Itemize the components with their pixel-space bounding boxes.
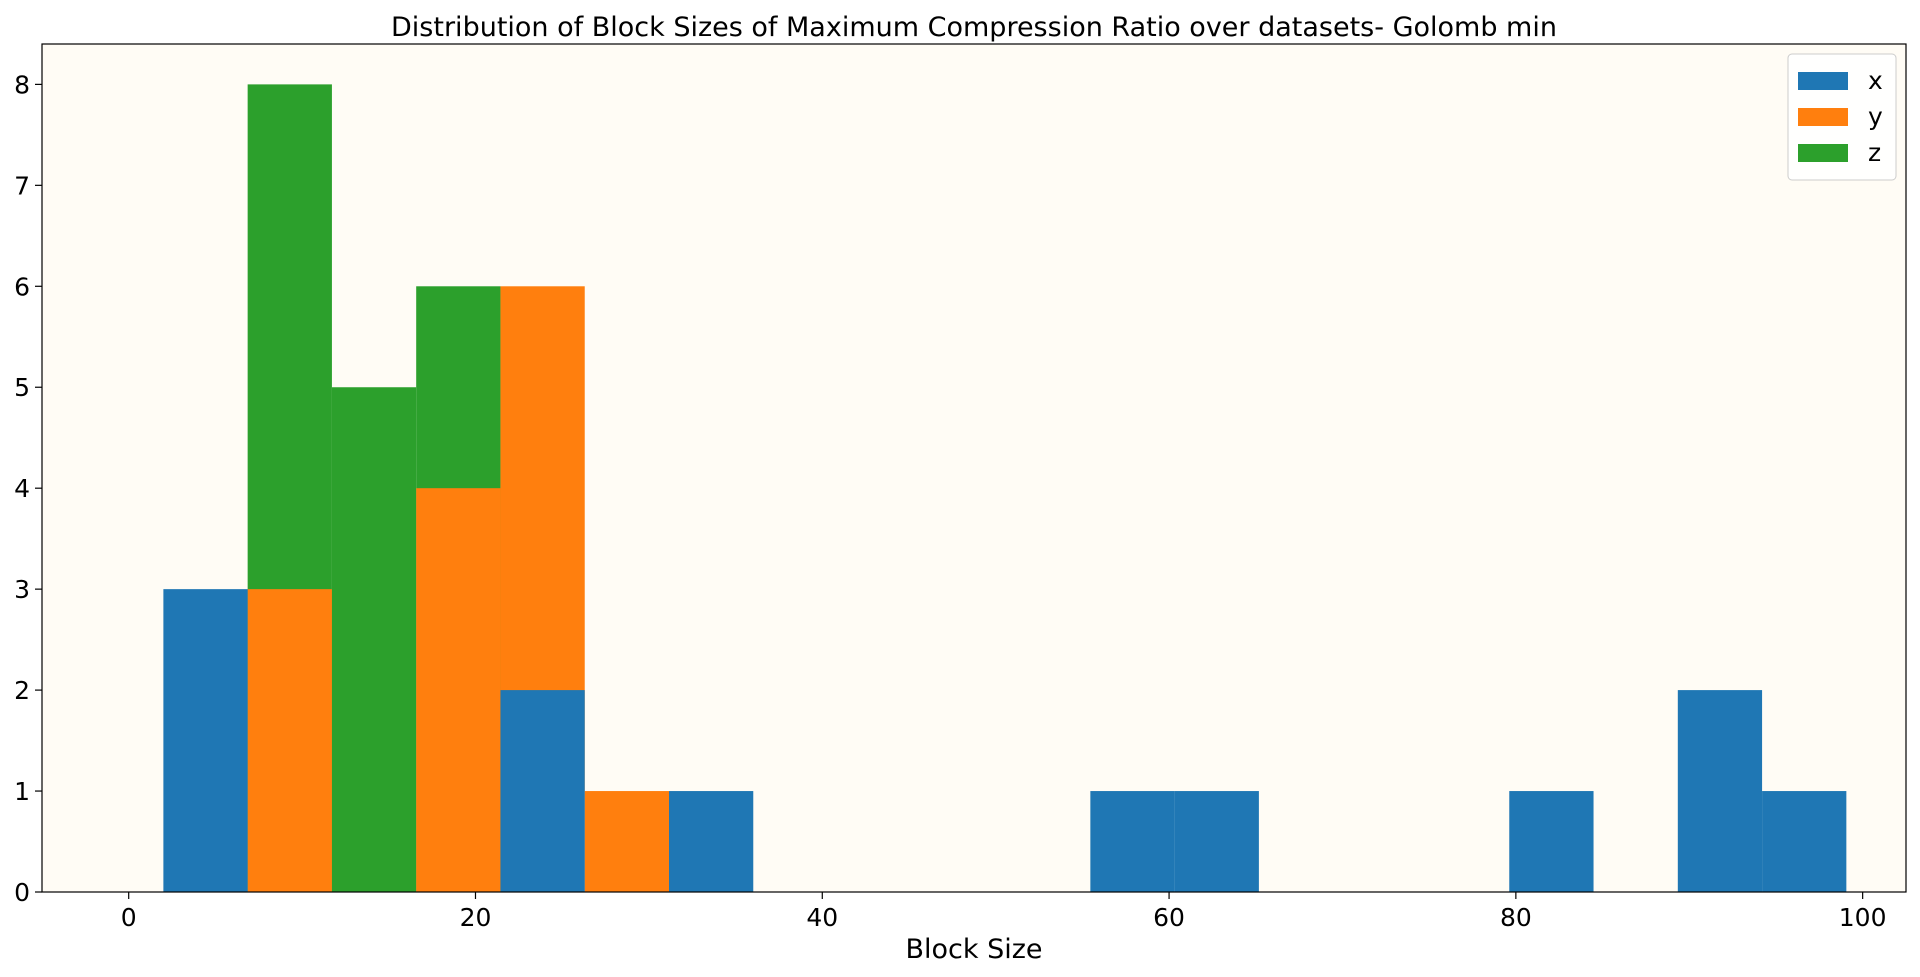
y-tick-label: 2 xyxy=(14,676,30,705)
bar-y-0 xyxy=(247,589,332,892)
bar-y-1 xyxy=(416,488,501,892)
x-axis-ticks: 0 20 40 60 80 100 xyxy=(121,892,1887,932)
x-tick-label: 40 xyxy=(806,903,838,932)
legend-label-x: x xyxy=(1868,66,1883,95)
legend-swatch-z xyxy=(1798,144,1848,162)
y-tick-label: 8 xyxy=(14,70,30,99)
legend-label-y: y xyxy=(1868,102,1883,131)
legend-label-z: z xyxy=(1868,138,1881,167)
x-tick-label: 60 xyxy=(1153,903,1185,932)
y-tick-label: 3 xyxy=(14,575,30,604)
x-axis-label: Block Size xyxy=(905,934,1042,965)
x-tick-label: 100 xyxy=(1839,903,1887,932)
bar-z-1 xyxy=(331,387,417,892)
x-tick-label: 80 xyxy=(1500,903,1532,932)
y-tick-label: 0 xyxy=(14,878,30,907)
plot-frame xyxy=(41,43,1907,893)
legend-swatch-y xyxy=(1798,108,1848,126)
y-tick-label: 1 xyxy=(14,777,30,806)
bar-x-7 xyxy=(1762,791,1847,892)
x-tick-label: 0 xyxy=(121,903,137,932)
bar-x-5 xyxy=(1509,791,1594,892)
bars-group xyxy=(163,84,1847,892)
bar-x-0 xyxy=(163,589,248,892)
y-tick-label: 4 xyxy=(14,474,30,503)
bar-x-6 xyxy=(1677,690,1763,892)
legend-swatch-x xyxy=(1798,72,1848,90)
y-axis-ticks: 0 1 2 3 4 5 6 7 8 xyxy=(14,70,42,907)
bar-y-3 xyxy=(584,791,669,892)
bar-x-4 xyxy=(1174,791,1259,892)
bar-x-3 xyxy=(1090,791,1175,892)
bar-x-2 xyxy=(669,791,754,892)
y-tick-label: 5 xyxy=(14,373,30,402)
chart-title: Distribution of Block Sizes of Maximum C… xyxy=(391,12,1557,43)
x-tick-label: 20 xyxy=(460,903,492,932)
y-tick-label: 7 xyxy=(14,171,30,200)
legend: xyz xyxy=(1787,53,1897,181)
bar-x-1 xyxy=(500,690,585,892)
y-tick-label: 6 xyxy=(14,272,30,301)
